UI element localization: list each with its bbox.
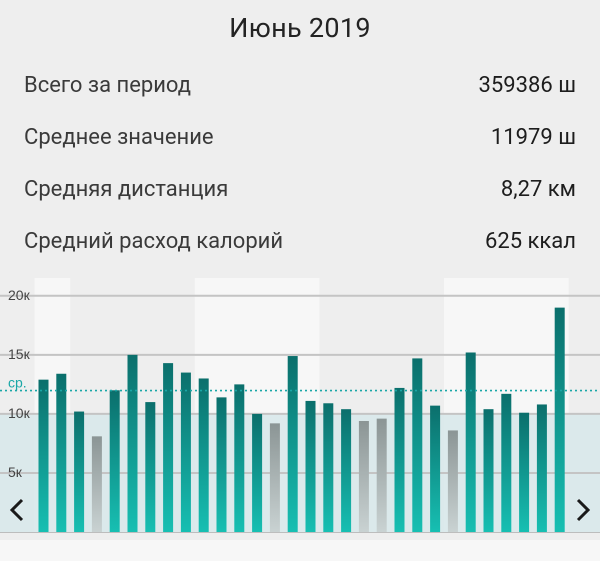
bottom-strip <box>0 540 600 561</box>
page-title: Июнь 2019 <box>229 12 371 44</box>
stat-calories-value: 625 ккал <box>484 228 576 254</box>
bar[interactable] <box>323 403 334 532</box>
next-month-button[interactable] <box>569 490 597 530</box>
bar[interactable] <box>305 400 316 532</box>
bar[interactable] <box>412 358 423 532</box>
chevron-left-icon <box>9 498 24 522</box>
stat-average-value: 11979 ш <box>490 124 576 150</box>
stat-average-label: Среднее значение <box>24 124 214 150</box>
stat-average: Среднее значение 11979 ш <box>24 120 576 154</box>
bar[interactable] <box>91 436 102 532</box>
y-tick-label: 5к <box>8 464 23 480</box>
bar[interactable] <box>287 356 298 532</box>
bar[interactable] <box>519 412 530 532</box>
stat-total-value: 359386 ш <box>478 72 576 98</box>
bar[interactable] <box>180 372 191 532</box>
bar[interactable] <box>447 430 458 532</box>
bar[interactable] <box>341 409 352 532</box>
chevron-right-icon <box>576 498 591 522</box>
bar[interactable] <box>216 397 227 532</box>
average-label: ср. <box>8 375 27 391</box>
stat-distance-label: Средняя дистанция <box>24 176 229 202</box>
bar[interactable] <box>501 393 512 532</box>
bar[interactable] <box>376 418 387 532</box>
y-tick-label: 15к <box>8 346 31 362</box>
bar[interactable] <box>554 307 565 532</box>
bar[interactable] <box>145 402 156 532</box>
stat-distance: Средняя дистанция 8,27 км <box>24 172 576 206</box>
bar[interactable] <box>38 379 49 532</box>
bar[interactable] <box>109 390 120 532</box>
y-tick-label: 10к <box>8 405 31 421</box>
bar[interactable] <box>394 387 405 532</box>
bar[interactable] <box>198 378 209 532</box>
stat-total-label: Всего за период <box>24 72 191 98</box>
bar[interactable] <box>56 373 67 532</box>
stat-distance-value: 8,27 км <box>500 176 576 202</box>
bar[interactable] <box>74 411 85 532</box>
bar[interactable] <box>127 354 138 532</box>
bar[interactable] <box>465 352 476 532</box>
stat-calories-label: Средний расход калорий <box>24 228 284 254</box>
bar[interactable] <box>252 413 263 532</box>
bar[interactable] <box>483 409 494 532</box>
bar[interactable] <box>536 404 547 532</box>
bar[interactable] <box>234 384 245 532</box>
stat-total: Всего за период 359386 ш <box>24 68 576 102</box>
y-tick-label: 20к <box>8 287 31 303</box>
bar[interactable] <box>269 423 280 532</box>
bar[interactable] <box>358 420 369 532</box>
stat-calories: Средний расход калорий 625 ккал <box>24 224 576 258</box>
bar[interactable] <box>430 405 441 532</box>
prev-month-button[interactable] <box>3 490 31 530</box>
bar[interactable] <box>163 363 174 532</box>
